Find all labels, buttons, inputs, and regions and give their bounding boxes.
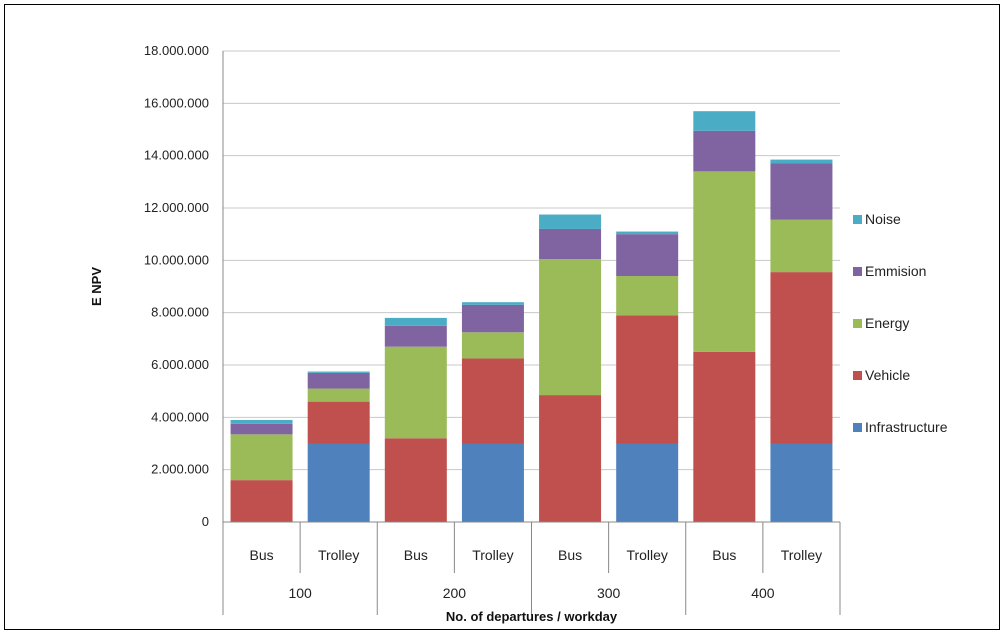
x-axis: Bus Trolley Bus Trolley Bus Trolley Bus Trolley… xyxy=(222,521,841,615)
x-group-label: 100 xyxy=(288,585,312,601)
bar-vehicle-trolley-400 xyxy=(770,272,833,444)
bar-emmision-trolley-400 xyxy=(770,163,833,220)
bar-emmision-bus-300 xyxy=(539,228,602,260)
bar-noise-bus-300 xyxy=(539,214,602,229)
legend-label-noise: Noise xyxy=(865,211,901,227)
bar-emmision-trolley-100 xyxy=(307,372,370,389)
legend-swatch-noise xyxy=(853,215,862,224)
bar-vehicle-bus-400 xyxy=(693,351,756,522)
y-tick-label: 18.000.000 xyxy=(144,43,209,58)
x-category-label: Bus xyxy=(250,547,274,563)
x-category-label: Bus xyxy=(712,547,736,563)
bar-emmision-trolley-200 xyxy=(461,304,524,333)
bar-emmision-bus-200 xyxy=(384,325,447,347)
bar-energy-bus-200 xyxy=(384,346,447,439)
y-axis-label: E NPV xyxy=(89,267,104,306)
bar-vehicle-bus-100 xyxy=(230,480,293,522)
y-tick-label: 4.000.000 xyxy=(151,409,209,424)
bar-vehicle-bus-300 xyxy=(539,395,602,522)
x-category-label: Trolley xyxy=(781,547,823,563)
bar-energy-trolley-200 xyxy=(461,332,524,359)
legend-label-infrastructure: Infrastructure xyxy=(865,419,948,435)
x-axis-label: No. of departures / workday xyxy=(446,609,618,624)
bar-noise-bus-200 xyxy=(384,317,447,326)
bar-infrastructure-trolley-400 xyxy=(770,443,833,522)
legend: Noise Emmision Energy Vehicle Infrastructure xyxy=(853,211,948,435)
bar-noise-trolley-100 xyxy=(307,371,370,373)
x-category-label: Trolley xyxy=(318,547,360,563)
bar-energy-bus-400 xyxy=(693,171,756,352)
y-tick-label: 6.000.000 xyxy=(151,357,209,372)
bar-vehicle-trolley-100 xyxy=(307,401,370,444)
chart-frame: 0 2.000.000 4.000.000 6.000.000 8.000.000 10.… xyxy=(4,4,1000,630)
bar-noise-bus-400 xyxy=(693,111,756,131)
y-tick-label: 0 xyxy=(202,514,209,529)
y-tick-label: 2.000.000 xyxy=(151,462,209,477)
bar-energy-trolley-100 xyxy=(307,388,370,402)
x-category-label: Bus xyxy=(404,547,428,563)
x-category-label: Bus xyxy=(558,547,582,563)
bar-noise-trolley-300 xyxy=(616,231,679,235)
x-group-label: 400 xyxy=(751,585,775,601)
bar-noise-trolley-200 xyxy=(461,302,524,305)
bar-noise-bus-100 xyxy=(230,419,293,424)
legend-label-emmision: Emmision xyxy=(865,263,926,279)
x-group-label: 300 xyxy=(597,585,621,601)
legend-swatch-emmision xyxy=(853,267,862,276)
bar-vehicle-trolley-300 xyxy=(616,315,679,444)
stacked-bar-chart: 0 2.000.000 4.000.000 6.000.000 8.000.000 10.… xyxy=(89,43,948,624)
bar-infrastructure-trolley-300 xyxy=(616,443,679,522)
x-group-label: 200 xyxy=(443,585,467,601)
bar-emmision-bus-100 xyxy=(230,423,293,435)
bar-energy-bus-100 xyxy=(230,434,293,481)
y-tick-label: 16.000.000 xyxy=(144,95,209,110)
bar-emmision-bus-400 xyxy=(693,130,756,172)
legend-label-vehicle: Vehicle xyxy=(865,367,910,383)
y-tick-label: 8.000.000 xyxy=(151,305,209,320)
y-axis-ticks: 0 2.000.000 4.000.000 6.000.000 8.000.000 10.… xyxy=(144,43,209,529)
x-category-label: Trolley xyxy=(626,547,668,563)
bar-infrastructure-trolley-100 xyxy=(307,443,370,522)
bar-noise-trolley-400 xyxy=(770,159,833,164)
bar-vehicle-trolley-200 xyxy=(461,358,524,444)
legend-swatch-energy xyxy=(853,319,862,328)
bar-energy-trolley-400 xyxy=(770,219,833,273)
y-tick-label: 12.000.000 xyxy=(144,200,209,215)
legend-swatch-infrastructure xyxy=(853,423,862,432)
y-tick-label: 14.000.000 xyxy=(144,148,209,163)
y-tick-label: 10.000.000 xyxy=(144,252,209,267)
bars xyxy=(230,111,833,522)
legend-swatch-vehicle xyxy=(853,371,862,380)
bar-emmision-trolley-300 xyxy=(616,234,679,277)
bar-energy-bus-300 xyxy=(539,259,602,396)
bar-energy-trolley-300 xyxy=(616,276,679,316)
x-category-label: Trolley xyxy=(472,547,514,563)
legend-label-energy: Energy xyxy=(865,315,909,331)
bar-infrastructure-trolley-200 xyxy=(461,443,524,522)
bar-vehicle-bus-200 xyxy=(384,438,447,522)
